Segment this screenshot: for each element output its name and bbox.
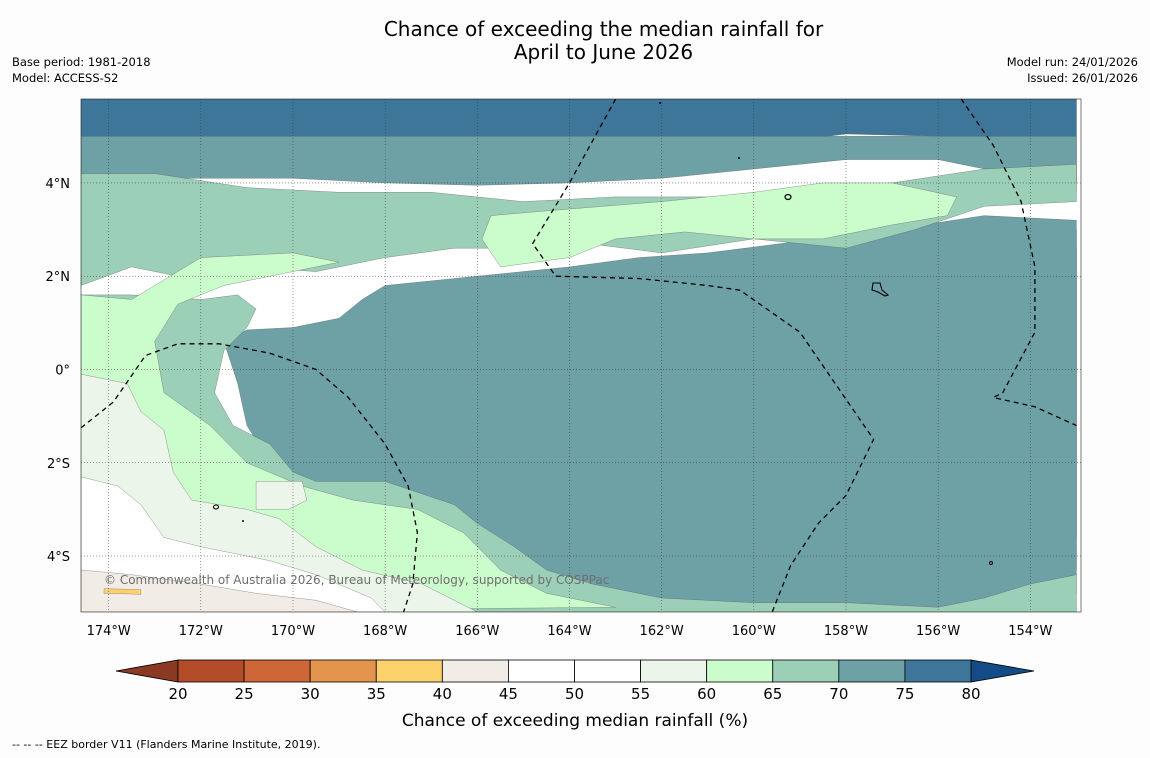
eez-border-line: [81, 343, 419, 612]
map: © Commonwealth of Australia 2026, Bureau…: [80, 98, 1082, 613]
colorbar-tick-label: 55: [631, 685, 650, 703]
zone-40: [81, 569, 358, 612]
lon-tick-label: 172°W: [179, 624, 223, 639]
model-name: Model: ACCESS-S2: [12, 71, 119, 85]
colorbar-tick-label: 20: [168, 685, 187, 703]
lat-tick-label: 2°N: [46, 270, 71, 285]
issued-date: Issued: 26/01/2026: [1027, 71, 1138, 85]
colorbar-under-arrow: [115, 659, 179, 683]
lat-tick-label: 0°: [55, 363, 70, 378]
colorbar-over-arrow: [970, 659, 1035, 683]
colorbar-tick-label: 45: [499, 685, 518, 703]
lon-tick-label: 156°W: [916, 624, 960, 639]
colorbar-tick-label: 70: [829, 685, 848, 703]
lat-tick-label: 4°S: [47, 550, 70, 565]
colorbar-label: Chance of exceeding median rainfall (%): [402, 711, 748, 731]
colorbar-segment: [904, 659, 972, 683]
rainfall-zones: [81, 99, 1077, 612]
colorbar-tick-label: 75: [895, 685, 914, 703]
lat-tick-label: 4°N: [46, 177, 71, 192]
zone-35: [103, 588, 142, 595]
colorbar-segment: [574, 659, 641, 683]
map-frame: [80, 98, 1082, 613]
colorbar-tick-label: 30: [301, 685, 320, 703]
colorbar-segment: [706, 659, 774, 683]
lon-tick-label: 162°W: [640, 624, 684, 639]
eez-legend-note: -- -- -- EEZ border V11 (Flanders Marine…: [12, 738, 321, 751]
colorbar-segment: [508, 659, 575, 683]
colorbar-tick-label: 50: [565, 685, 584, 703]
zone-60: [481, 182, 957, 268]
colorbar-tick-label: 80: [961, 685, 980, 703]
copyright-note: © Commonwealth of Australia 2026, Bureau…: [104, 573, 609, 587]
meta-right: Model run: 24/01/2026 Issued: 26/01/2026: [1007, 54, 1138, 86]
lon-tick-label: 168°W: [363, 624, 407, 639]
colorbar-segment: [441, 659, 509, 683]
colorbar-segment: [640, 659, 708, 683]
lon-tick-label: 164°W: [547, 624, 591, 639]
eez-borders: [81, 99, 1077, 612]
eez-border-line: [531, 99, 875, 612]
colorbar-segment: [177, 659, 245, 683]
island-marker: [659, 102, 661, 104]
colorbar-tick-label: 65: [763, 685, 782, 703]
colorbar-segment: [838, 659, 906, 683]
colorbar: 20 25 30 35 40 45 50 55 60 65 70 75 80: [115, 659, 1035, 703]
colorbar-tick-label: 60: [697, 685, 716, 703]
model-run: Model run: 24/01/2026: [1006, 55, 1138, 69]
chart-title-line2: April to June 2026: [513, 40, 694, 64]
lon-tick-label: 158°W: [824, 624, 868, 639]
island-marker: [784, 193, 792, 201]
lon-tick-label: 170°W: [271, 624, 315, 639]
lat-tick-label: 2°S: [47, 457, 70, 472]
lon-tick-label: 174°W: [87, 624, 131, 639]
island-marker: [242, 520, 244, 522]
colorbar-segment: [772, 659, 840, 683]
colorbar-segment: [309, 659, 377, 683]
zone-55: [255, 481, 307, 510]
axis-labels: 174°W 172°W 170°W 168°W 166°W 164°W 162°W 160°W…: [46, 177, 1053, 639]
lon-tick-label: 154°W: [1008, 624, 1052, 639]
chart-title-line1: Chance of exceeding the median rainfall …: [383, 17, 824, 41]
colorbar-tick-label: 40: [433, 685, 452, 703]
island-marker: [738, 157, 740, 159]
island-marker: [871, 282, 890, 297]
lon-tick-label: 160°W: [732, 624, 776, 639]
island-marker: [989, 561, 993, 565]
chart-title: Chance of exceeding the median rainfall …: [0, 18, 1150, 64]
islands: [212, 102, 993, 565]
colorbar-segment: [375, 659, 443, 683]
lon-tick-label: 166°W: [455, 624, 499, 639]
colorbar-tick-label: 25: [235, 685, 254, 703]
island-marker: [212, 504, 220, 510]
colorbar-tick-label: 35: [367, 685, 386, 703]
meta-left: Base period: 1981-2018 Model: ACCESS-S2: [12, 54, 151, 86]
colorbar-segment: [243, 659, 311, 683]
base-period: Base period: 1981-2018: [12, 55, 151, 69]
